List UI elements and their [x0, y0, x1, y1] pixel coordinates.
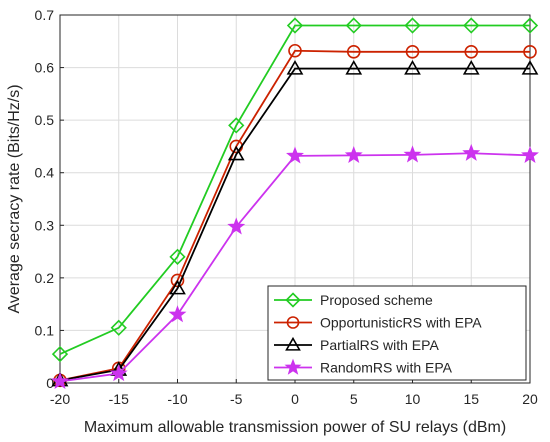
- triangle-marker: [521, 60, 539, 75]
- diamond-marker: [285, 292, 301, 308]
- triangle-marker: [285, 336, 301, 351]
- x-tick-label: 15: [463, 391, 479, 407]
- triangle-marker: [345, 60, 363, 75]
- circle-marker: [346, 44, 361, 59]
- diamond-marker: [521, 17, 539, 34]
- diamond-marker: [169, 248, 186, 265]
- star-marker: [344, 145, 363, 163]
- circle-marker: [405, 44, 420, 59]
- star-marker: [51, 371, 69, 390]
- triangle-marker: [404, 60, 421, 75]
- x-tick-label: -5: [230, 391, 243, 407]
- x-tick-label: -10: [167, 391, 187, 407]
- legend-box: [267, 285, 527, 381]
- star-marker: [109, 364, 128, 382]
- star-marker: [227, 217, 246, 235]
- series-line: [59, 49, 530, 382]
- legend-entry: PartialRS with EPA: [274, 336, 439, 353]
- legend-entry: OpportunisticRS with EPA: [274, 315, 482, 331]
- triangle-marker: [286, 60, 304, 75]
- y-tick-label: 0.6: [35, 60, 55, 76]
- circle-marker: [523, 44, 537, 59]
- x-tick-label: 5: [350, 391, 358, 407]
- series-layer: [51, 17, 539, 390]
- circle-marker: [464, 44, 479, 59]
- x-tick-label: 0: [291, 391, 299, 407]
- y-tick-label: 0.4: [35, 165, 55, 181]
- legend-label: RandomRS with EPA: [320, 360, 453, 376]
- series-star: [51, 143, 539, 390]
- diamond-marker: [110, 319, 127, 336]
- star-marker: [286, 146, 304, 164]
- star-marker: [462, 143, 481, 161]
- y-tick-label: 0: [46, 375, 54, 391]
- legend-label: Proposed scheme: [320, 292, 433, 308]
- diamond-marker: [463, 17, 480, 34]
- x-axis-ticks: -20 -15 -10 -5 0 5 10 15 20: [50, 379, 538, 407]
- x-tick-label: 10: [405, 391, 421, 407]
- diamond-marker: [286, 17, 304, 34]
- series-line: [59, 24, 530, 355]
- series-diamond: [51, 17, 539, 363]
- diamond-marker: [345, 17, 362, 34]
- y-tick-label: 0.5: [35, 112, 55, 128]
- triangle-marker: [169, 279, 186, 295]
- diamond-marker: [51, 345, 69, 363]
- diamond-marker: [404, 17, 421, 34]
- circle-marker: [286, 316, 300, 329]
- legend-label: PartialRS with EPA: [320, 337, 439, 353]
- triangle-marker: [227, 145, 245, 161]
- diamond-marker: [228, 117, 245, 134]
- x-tick-label: -15: [109, 391, 129, 407]
- star-marker: [403, 145, 422, 163]
- series-line: [59, 67, 530, 382]
- star-marker: [284, 358, 302, 375]
- y-tick-label: 0.3: [35, 217, 55, 233]
- y-tick-label: 0.7: [35, 7, 55, 23]
- y-axis-ticks: 0 0.1 0.2 0.3 0.4 0.5 0.6 0.7: [35, 7, 64, 391]
- legend-label: OpportunisticRS with EPA: [320, 315, 482, 331]
- legend-entry: Proposed scheme: [274, 292, 433, 308]
- legend: Proposed scheme OpportunisticRS with EPA P…: [267, 285, 527, 381]
- circle-marker: [288, 43, 302, 58]
- x-axis-label: Maximum allowable transmission power of …: [84, 419, 506, 436]
- star-marker: [521, 145, 539, 163]
- y-tick-label: 0.1: [35, 322, 55, 338]
- y-axis-label: Average secracy rate (Bits/Hz/s): [6, 84, 23, 313]
- x-tick-label: -20: [50, 391, 70, 407]
- x-tick-label: 20: [522, 391, 538, 407]
- y-tick-label: 0.2: [35, 270, 55, 286]
- legend-entry: RandomRS with EPA: [274, 358, 453, 376]
- star-marker: [168, 305, 187, 323]
- triangle-marker: [462, 60, 480, 75]
